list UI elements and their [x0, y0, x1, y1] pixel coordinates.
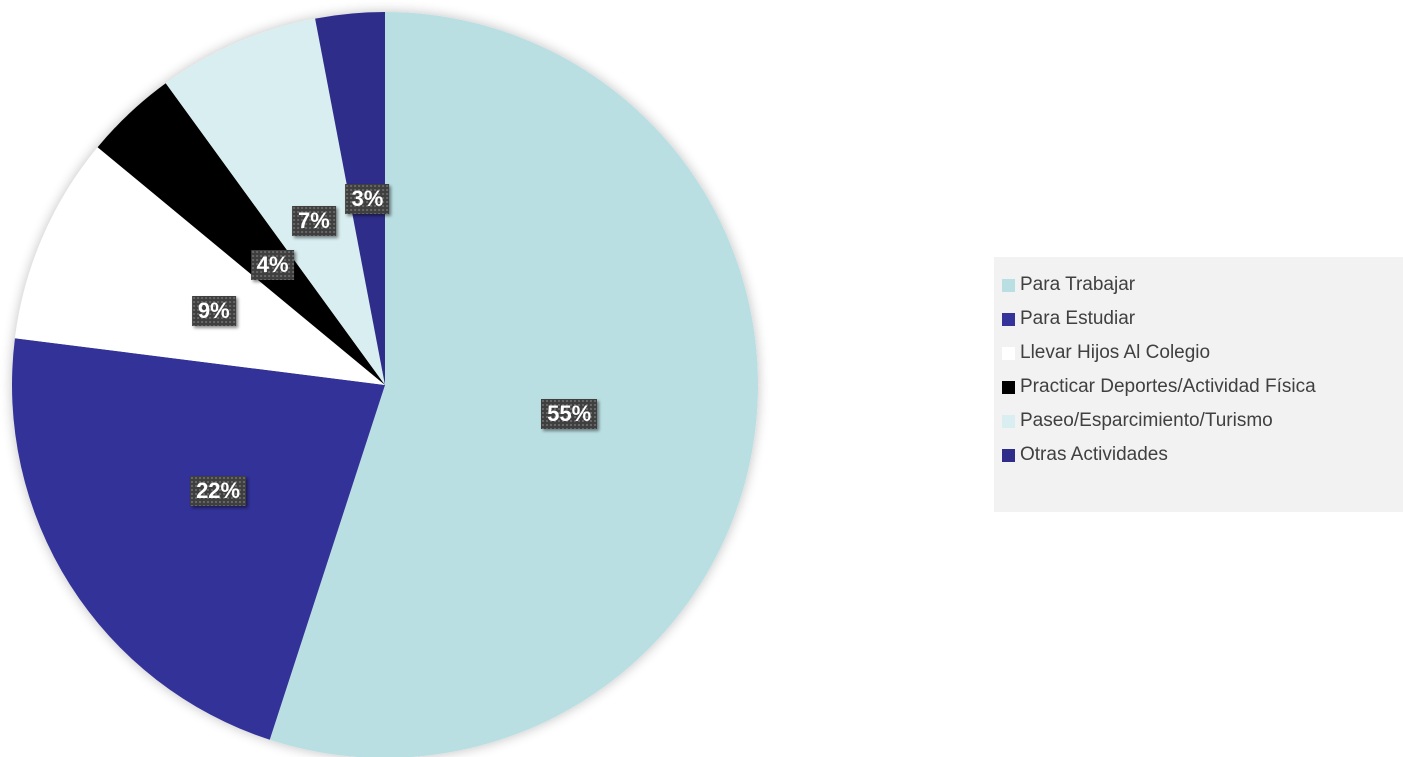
pie-slice: [11, 338, 386, 740]
legend: Para Trabajar Para Estudiar Llevar Hijos…: [994, 257, 1403, 512]
data-label: 7%: [291, 205, 336, 236]
pie-plot-area: [11, 12, 759, 757]
data-label: 3%: [345, 184, 390, 215]
pie-slice: [97, 83, 385, 386]
legend-item-paseo: Paseo/Esparcimiento/Turismo: [994, 404, 1403, 438]
legend-label: Paseo/Esparcimiento/Turismo: [1020, 410, 1273, 431]
legend-item-practicar-deportes: Practicar Deportes/Actividad Física: [994, 370, 1403, 404]
legend-swatch: [1002, 312, 1015, 326]
legend-swatch: [1002, 380, 1015, 394]
legend-item-para-trabajar: Para Trabajar: [994, 268, 1403, 302]
data-label: 55%: [541, 399, 598, 430]
legend-label: Otras Actividades: [1020, 444, 1168, 465]
legend-swatch: [1002, 448, 1015, 462]
pie-slice: [14, 147, 385, 385]
data-label: 4%: [250, 250, 295, 281]
legend-swatch: [1002, 278, 1015, 292]
legend-swatch: [1002, 346, 1015, 360]
data-label: 22%: [190, 475, 247, 506]
legend-label: Para Trabajar: [1020, 274, 1136, 295]
legend-swatch: [1002, 414, 1015, 428]
legend-item-para-estudiar: Para Estudiar: [994, 302, 1403, 336]
legend-item-otras-actividades: Otras Actividades: [994, 438, 1403, 472]
legend-label: Llevar Hijos Al Colegio: [1020, 342, 1211, 363]
legend-label: Para Estudiar: [1020, 308, 1136, 329]
data-label: 9%: [191, 295, 236, 326]
pie-slice: [165, 18, 385, 386]
legend-item-llevar-hijos: Llevar Hijos Al Colegio: [994, 336, 1403, 370]
pie-slice: [269, 12, 759, 757]
legend-label: Practicar Deportes/Actividad Física: [1020, 376, 1316, 397]
